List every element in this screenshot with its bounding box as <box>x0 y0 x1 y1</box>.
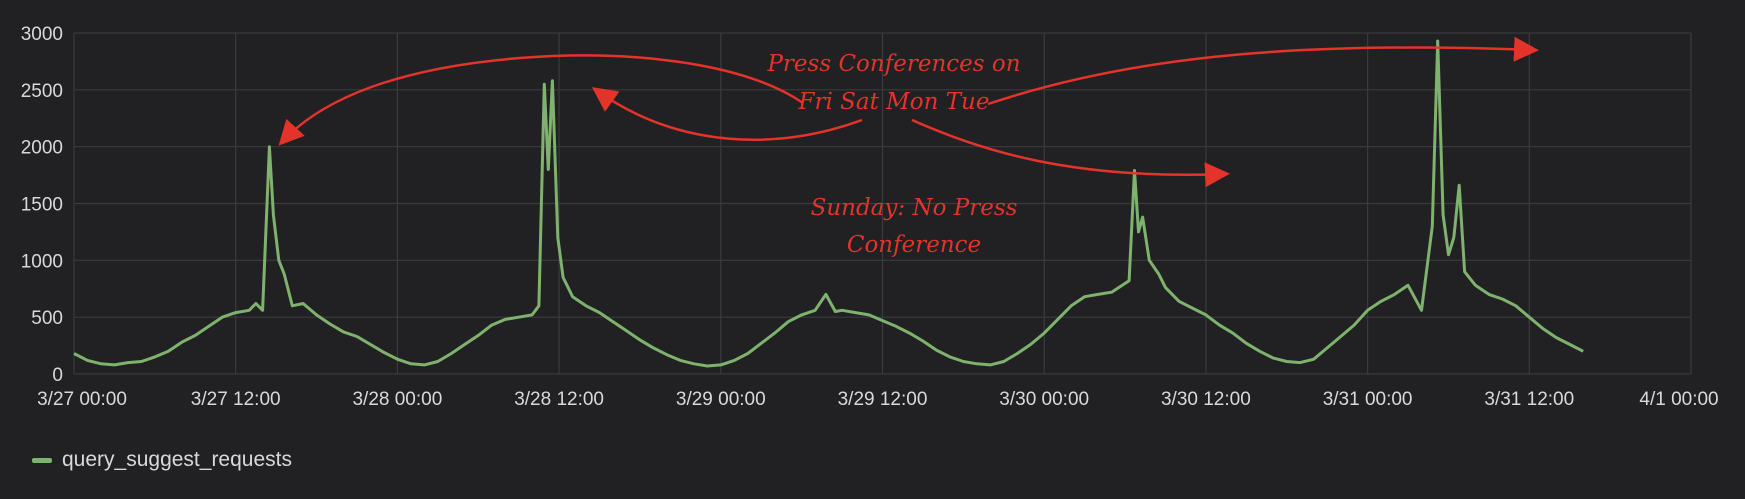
y-tick-label: 1000 <box>21 251 63 272</box>
arrow-to-fri-peak <box>278 54 804 146</box>
y-tick-label: 2500 <box>21 81 63 102</box>
legend[interactable]: query_suggest_requests <box>32 448 292 472</box>
y-tick-label: 2000 <box>21 138 63 159</box>
grid <box>73 32 1692 375</box>
x-tick-label: 3/29 00:00 <box>676 389 766 410</box>
annotation-arrows <box>278 36 1539 188</box>
arrow-to-sat-peak <box>591 87 863 141</box>
annotation-text: Press Conferences on Fri Sat Mon Tue Sun… <box>766 51 1020 258</box>
annotation-press-line1: Press Conferences on <box>766 51 1020 77</box>
x-tick-label: 3/30 12:00 <box>1161 389 1251 410</box>
y-tick-label: 1500 <box>21 195 63 216</box>
y-tick-label: 500 <box>31 308 63 329</box>
x-tick-label: 3/28 00:00 <box>352 389 442 410</box>
x-axis: 3/27 00:00 3/27 12:00 3/28 00:00 3/28 12:00… <box>37 389 1719 410</box>
annotation-sunday-line1: Sunday: No Press <box>811 195 1018 221</box>
legend-label: query_suggest_requests <box>62 448 292 471</box>
y-tick-label: 0 <box>52 365 63 386</box>
y-axis: 0 500 1000 1500 2000 2500 3000 <box>21 24 63 386</box>
x-tick-label: 3/30 00:00 <box>999 389 1089 410</box>
annotation-press-line2: Fri Sat Mon Tue <box>798 89 990 115</box>
legend-swatch <box>32 457 52 463</box>
x-tick-label: 3/31 12:00 <box>1484 389 1574 410</box>
y-tick-label: 3000 <box>21 24 63 45</box>
x-tick-label: 3/27 12:00 <box>191 389 281 410</box>
arrow-to-tue-peak <box>987 36 1539 106</box>
x-tick-label: 3/29 12:00 <box>838 389 928 410</box>
x-tick-label: 3/28 12:00 <box>514 389 604 410</box>
series-line-query-suggest-requests[interactable] <box>73 39 1584 368</box>
x-tick-label: 4/1 00:00 <box>1639 389 1718 410</box>
annotation-sunday-line2: Conference <box>847 232 981 258</box>
x-tick-label: 3/27 00:00 <box>37 389 127 410</box>
x-tick-label: 3/31 00:00 <box>1323 389 1413 410</box>
arrow-to-mon-peak <box>911 118 1230 188</box>
